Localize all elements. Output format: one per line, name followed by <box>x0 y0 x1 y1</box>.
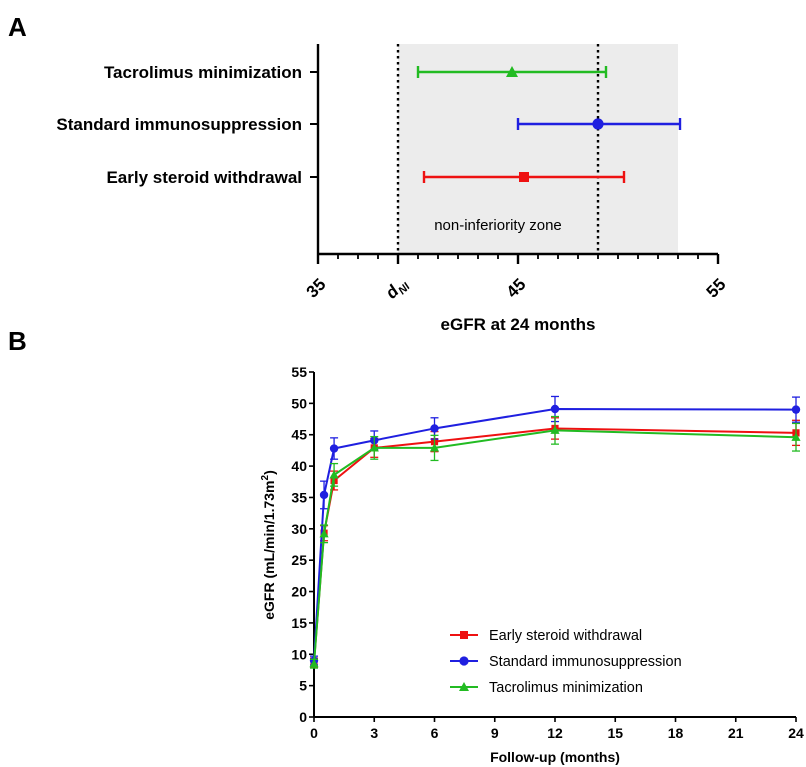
line-series <box>309 395 801 669</box>
line-x-axis-label: Follow-up (months) <box>490 749 620 765</box>
x-tick-label: 15 <box>607 725 623 741</box>
data-point <box>319 529 329 538</box>
data-point <box>329 444 339 453</box>
data-point <box>791 432 801 441</box>
y-tick-label: 35 <box>291 489 307 505</box>
data-point <box>550 404 560 414</box>
legend-label: Tacrolimus minimization <box>489 680 643 696</box>
non-inferiority-zone <box>398 44 678 254</box>
y-tick-label: 25 <box>291 552 307 568</box>
legend-item: Standard immunosuppression <box>450 654 682 670</box>
y-tick-label: 40 <box>291 458 307 474</box>
point-estimate <box>506 66 518 77</box>
legend-marker <box>460 631 468 639</box>
forest-tick-label: 45 <box>503 275 530 302</box>
y-tick-label: 15 <box>291 615 307 631</box>
x-tick-label: 9 <box>491 725 499 741</box>
forest-row: Early steroid withdrawal <box>106 168 626 187</box>
panel-label-a: A <box>8 12 27 42</box>
row-label: Tacrolimus minimization <box>104 63 302 82</box>
zone-label: non-inferiority zone <box>434 217 562 234</box>
line-y-axis-label: eGFR (mL/min/1.73m2) <box>260 470 277 620</box>
y-tick-label: 5 <box>299 678 307 694</box>
x-tick-label: 21 <box>728 725 744 741</box>
panel-label-b: B <box>8 326 27 356</box>
y-tick-label: 55 <box>291 364 307 380</box>
x-tick-label: 18 <box>668 725 684 741</box>
x-tick-label: 3 <box>370 725 378 741</box>
forest-tick-label: 35 <box>303 275 330 302</box>
line-y-axis-label-main: eGFR (mL/min/1.73m <box>261 480 277 619</box>
legend-label: Early steroid withdrawal <box>489 628 642 644</box>
x-tick-label: 6 <box>431 725 439 741</box>
forest-tick-label: 55 <box>703 275 730 302</box>
x-tick-label: 0 <box>310 725 318 741</box>
data-point <box>430 424 439 433</box>
data-point <box>550 425 560 434</box>
forest-rows: Tacrolimus minimization Standard immunosu… <box>56 63 682 187</box>
y-tick-label: 0 <box>299 709 307 725</box>
line-axes: 0 5 10 15 20 25 30 35 40 45 50 55 0 3 6 9 12 15 18 21 24 <box>291 364 804 741</box>
line-y-axis-label-close: ) <box>261 470 277 475</box>
line-y-axis-label-sup: 2 <box>260 474 271 480</box>
row-label: Early steroid withdrawal <box>106 168 302 187</box>
forest-axes <box>316 44 720 264</box>
line-chart-panel: B 0 5 10 15 20 25 30 35 40 45 50 55 0 3 6 9 12 15 18 21 24 e… <box>8 326 804 765</box>
forest-plot-panel: A non-inferiority zone Tacrolimus minimi… <box>8 12 730 334</box>
series <box>309 415 801 669</box>
legend-item: Early steroid withdrawal <box>450 628 642 644</box>
legend: Early steroid withdrawal Standard immunos… <box>450 628 682 696</box>
reference-lines <box>396 44 600 254</box>
data-point <box>369 443 379 452</box>
y-tick-label: 45 <box>291 427 307 443</box>
data-point <box>429 443 440 452</box>
forest-tick-label: dNI <box>382 273 413 304</box>
legend-item: Tacrolimus minimization <box>450 680 643 696</box>
y-tick-label: 20 <box>291 584 307 600</box>
x-tick-label: 24 <box>788 725 804 741</box>
forest-x-axis-label: eGFR at 24 months <box>441 315 596 334</box>
data-point <box>309 659 319 668</box>
x-tick-label: 12 <box>547 725 563 741</box>
forest-row: Tacrolimus minimization <box>104 63 608 82</box>
forest-tick-labels: 35 dNI 45 55 <box>303 273 730 304</box>
legend-marker <box>459 656 469 666</box>
data-point <box>791 405 801 414</box>
data-point <box>329 470 339 479</box>
point-estimate <box>592 118 604 130</box>
y-tick-label: 30 <box>291 521 307 537</box>
y-tick-label: 10 <box>291 646 307 662</box>
point-estimate <box>519 172 529 182</box>
legend-label: Standard immunosuppression <box>489 654 682 670</box>
forest-row: Standard immunosuppression <box>56 115 682 134</box>
row-label: Standard immunosuppression <box>56 115 302 134</box>
data-point <box>319 490 329 500</box>
y-tick-label: 50 <box>291 395 307 411</box>
legend-marker <box>459 682 469 691</box>
